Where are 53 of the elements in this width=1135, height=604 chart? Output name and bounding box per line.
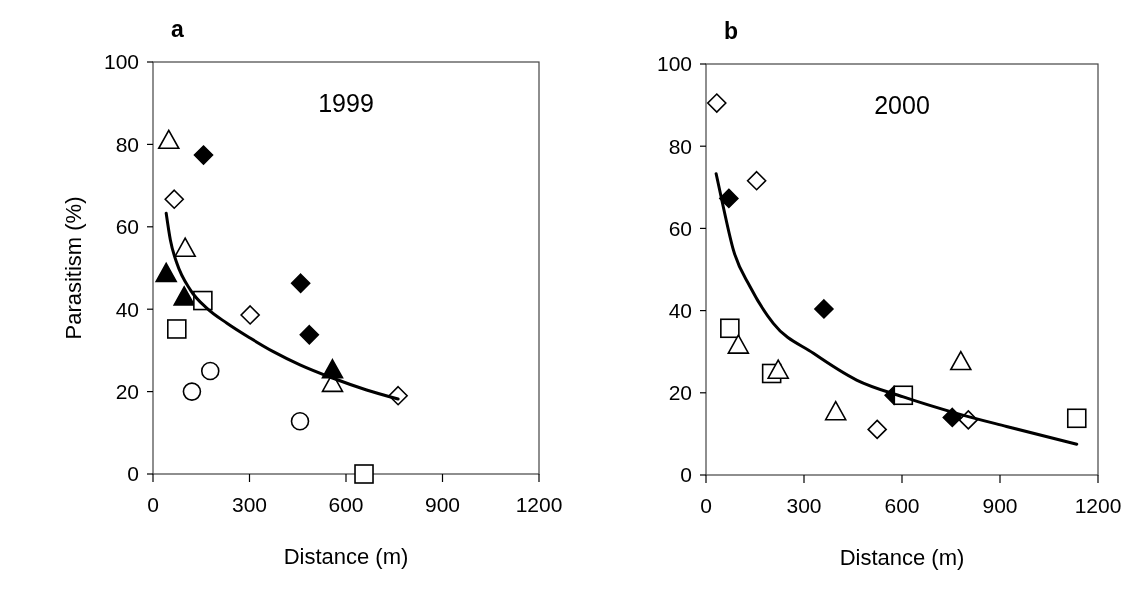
point (182, 382, 202, 401)
x-tick-label: 0 (700, 494, 712, 517)
x-axis-title: Distance (m) (283, 544, 409, 569)
point (354, 464, 374, 484)
x-tick-label: 900 (424, 493, 461, 516)
chart-title: a (171, 16, 184, 42)
point (290, 273, 311, 294)
line-series (714, 172, 1079, 446)
point (174, 237, 196, 258)
point (867, 419, 887, 440)
point (950, 350, 972, 371)
y-tick-label: 80 (668, 134, 692, 158)
point (719, 188, 739, 209)
y-tick-label: 0 (680, 463, 692, 487)
point (706, 93, 727, 113)
chart-title: b (724, 18, 739, 44)
y-tick-label: 100 (656, 52, 692, 76)
y-tick-label: 0 (127, 462, 139, 486)
y-tick-label: 60 (115, 215, 139, 239)
point (299, 324, 320, 345)
y-tick-label: 60 (668, 216, 692, 240)
y-tick-label: 40 (115, 297, 139, 321)
annotation: 1999 (318, 89, 374, 117)
x-tick-label: 900 (982, 494, 1018, 517)
y-tick-label: 100 (103, 50, 139, 74)
y-tick-label: 80 (115, 132, 139, 156)
point (1066, 408, 1087, 429)
y-tick-label: 20 (668, 381, 692, 405)
y-tick-label: 40 (668, 298, 692, 322)
point (727, 334, 750, 354)
x-tick-label: 600 (328, 493, 364, 516)
point (767, 359, 789, 379)
point (746, 170, 767, 191)
x-tick-label: 0 (147, 493, 159, 516)
x-tick-label: 1200 (1074, 494, 1122, 517)
point (173, 286, 195, 306)
y-axis-title: Parasitism (%) (61, 196, 86, 340)
point (157, 129, 180, 150)
point (155, 262, 177, 283)
point (193, 145, 214, 165)
annotation: 2000 (874, 91, 930, 119)
x-tick-label: 300 (231, 493, 268, 516)
x-tick-label: 300 (786, 494, 822, 517)
point (290, 411, 310, 431)
point (824, 400, 847, 421)
point (200, 361, 220, 381)
point (720, 318, 740, 339)
x-tick-label: 1200 (515, 493, 563, 516)
point (814, 299, 834, 319)
y-tick-label: 20 (115, 379, 139, 403)
x-tick-label: 600 (884, 494, 920, 517)
point (167, 319, 187, 339)
x-axis-title: Distance (m) (839, 545, 965, 570)
